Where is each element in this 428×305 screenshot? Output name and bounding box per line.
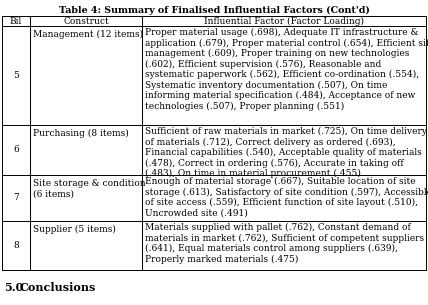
Text: Sufficient of raw materials in market (.725), On time delivery
of materials (.71: Sufficient of raw materials in market (.… <box>145 127 427 178</box>
Text: Conclusions: Conclusions <box>20 282 96 293</box>
Text: Purchasing (8 items): Purchasing (8 items) <box>33 129 129 138</box>
Text: Materials supplied with pallet (.762), Constant demand of
materials in market (.: Materials supplied with pallet (.762), C… <box>145 223 424 264</box>
Text: 7: 7 <box>13 193 19 203</box>
Text: Management (12 items): Management (12 items) <box>33 30 143 39</box>
Text: Supplier (5 items): Supplier (5 items) <box>33 225 116 234</box>
Text: Bil: Bil <box>10 16 22 26</box>
Text: 5: 5 <box>13 71 19 80</box>
Text: Table 4: Summary of Finalised Influential Factors (Cont'd): Table 4: Summary of Finalised Influentia… <box>59 6 369 15</box>
Text: Enough of material storage (.667), Suitable location of site
storage (.613), Sat: Enough of material storage (.667), Suita… <box>145 177 428 218</box>
Text: 5.0: 5.0 <box>4 282 23 293</box>
Text: Construct: Construct <box>63 16 109 26</box>
Text: Influential Factor (Factor Loading): Influential Factor (Factor Loading) <box>204 16 364 26</box>
Text: Proper material usage (.698), Adequate IT infrastructure &
application (.679), P: Proper material usage (.698), Adequate I… <box>145 28 428 111</box>
Text: 8: 8 <box>13 241 19 250</box>
Text: 6: 6 <box>13 145 19 155</box>
Text: Site storage & condition
(6 items): Site storage & condition (6 items) <box>33 179 146 198</box>
